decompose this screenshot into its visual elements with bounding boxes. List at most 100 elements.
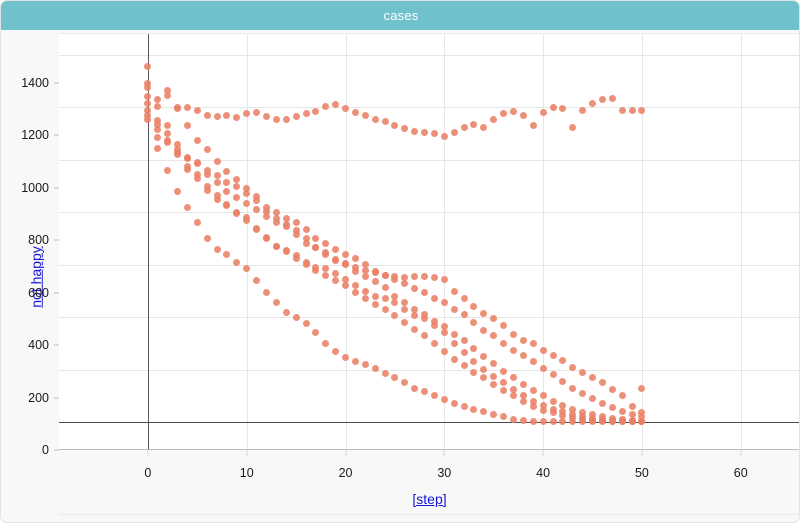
scatter-point [638, 106, 646, 114]
scatter-point [401, 279, 409, 287]
y-tick-mark [54, 187, 59, 189]
scatter-point [203, 170, 211, 178]
scatter-point [193, 170, 201, 178]
scatter-point [401, 318, 409, 326]
scatter-point [332, 347, 340, 355]
scatter-point [213, 113, 221, 121]
scatter-point [262, 212, 270, 220]
scatter-point [223, 202, 231, 210]
scatter-point [213, 191, 221, 199]
scatter-point [322, 102, 330, 110]
x-tick-mark [740, 450, 742, 456]
scatter-point [559, 408, 567, 416]
scatter-point [203, 186, 211, 194]
gridline-horizontal [59, 317, 799, 319]
scatter-point [608, 94, 616, 102]
scatter-point [183, 165, 191, 173]
scatter-point [440, 329, 448, 337]
scatter-point [292, 219, 300, 227]
scatter-point [608, 404, 616, 412]
scatter-point [193, 174, 201, 182]
x-tick-label: 30 [437, 466, 452, 480]
scatter-point [391, 292, 399, 300]
scatter-point [262, 203, 270, 211]
scatter-point [628, 106, 636, 114]
scatter-point [174, 103, 182, 111]
scatter-point [183, 153, 191, 161]
x-tick-mark [641, 450, 643, 456]
scatter-point [174, 151, 182, 159]
scatter-point [243, 190, 251, 198]
y-tick-label: 600 [28, 285, 49, 300]
scatter-point [164, 122, 172, 130]
scatter-point [342, 282, 350, 290]
scatter-point [559, 105, 567, 113]
scatter-point [371, 278, 379, 286]
scatter-point [342, 261, 350, 269]
scatter-point [579, 415, 587, 423]
scatter-point [213, 178, 221, 186]
x-tick-label: 50 [634, 466, 649, 480]
y-tick-mark [54, 292, 59, 294]
scatter-point [361, 287, 369, 295]
scatter-point [351, 254, 359, 262]
scatter-point [549, 397, 557, 405]
scatter-point [440, 347, 448, 355]
scatter-point [430, 295, 438, 303]
scatter-point [351, 109, 359, 117]
scatter-point [579, 389, 587, 397]
scatter-point [638, 409, 646, 417]
scatter-point [223, 187, 231, 195]
scatter-point [490, 380, 498, 388]
scatter-point [371, 364, 379, 372]
scatter-point [253, 193, 261, 201]
y-tick-label: 200 [28, 390, 49, 405]
gridline-horizontal [59, 264, 799, 266]
scatter-point [371, 115, 379, 123]
scatter-point [371, 292, 379, 300]
y-tick-label: 800 [28, 233, 49, 248]
scatter-point [411, 284, 419, 292]
scatter-point [302, 110, 310, 118]
scatter-point [233, 176, 241, 184]
scatter-point [450, 287, 458, 295]
scatter-point [490, 332, 498, 340]
scatter-point [430, 274, 438, 282]
scatter-point [618, 392, 626, 400]
scatter-point [282, 246, 290, 254]
plot-area[interactable] [59, 33, 799, 450]
scatter-point [332, 245, 340, 253]
scatter-point [223, 168, 231, 176]
scatter-point [233, 258, 241, 266]
scatter-point [391, 312, 399, 320]
scatter-point [243, 185, 251, 193]
scatter-point [371, 300, 379, 308]
x-axis-title[interactable]: [step] [412, 491, 447, 507]
scatter-point [490, 115, 498, 123]
scatter-point [569, 384, 577, 392]
scatter-point [440, 275, 448, 283]
scatter-point [253, 277, 261, 285]
scatter-point [549, 371, 557, 379]
scatter-point [440, 322, 448, 330]
scatter-point [519, 397, 527, 405]
scatter-point [470, 120, 478, 128]
x-tick-mark [147, 450, 149, 456]
scatter-point [421, 315, 429, 323]
scatter-point [598, 413, 606, 421]
scatter-point [539, 392, 547, 400]
scatter-point [628, 416, 636, 424]
scatter-point [391, 273, 399, 281]
scatter-point [598, 400, 606, 408]
y-tick-mark [54, 344, 59, 346]
y-tick-mark [54, 239, 59, 241]
scatter-point [381, 305, 389, 313]
scatter-point [430, 339, 438, 347]
scatter-point [559, 401, 567, 409]
scatter-point [174, 140, 182, 148]
scatter-point [282, 308, 290, 316]
scatter-point [500, 321, 508, 329]
scatter-point [233, 210, 241, 218]
scatter-point [322, 240, 330, 248]
scatter-point [332, 101, 340, 109]
